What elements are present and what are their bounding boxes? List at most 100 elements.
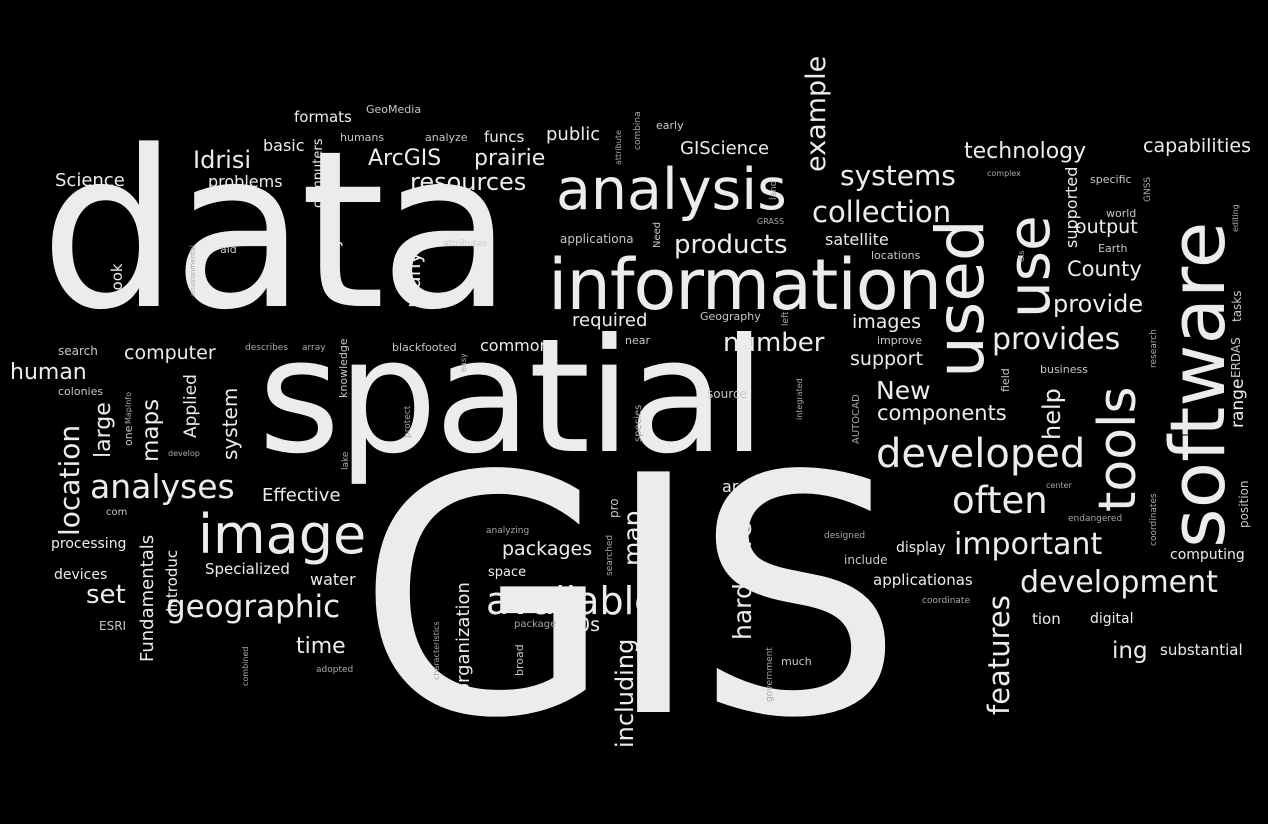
word-applicationas: applicationas xyxy=(873,571,973,589)
word-source: source xyxy=(707,387,747,401)
word-systems: systems xyxy=(840,159,956,192)
word-near: near xyxy=(625,334,651,347)
word-land: land xyxy=(769,180,779,200)
word-complex: complex xyxy=(987,169,1021,178)
word-tasks: tasks xyxy=(1230,290,1244,322)
word-describes: describes xyxy=(245,343,289,353)
word-include: include xyxy=(844,553,888,567)
word-designed: designed xyxy=(824,531,866,541)
word-capabilities: capabilities xyxy=(1143,135,1252,157)
word-need: Need xyxy=(652,221,663,248)
word-attributes: attributes xyxy=(443,239,487,249)
word-specialized: Specialized xyxy=(205,560,290,578)
word-earth: Earth xyxy=(1098,242,1128,255)
word-many: many xyxy=(401,251,425,308)
word-science: Science xyxy=(55,170,125,191)
word-coordinates: coordinates xyxy=(1149,493,1159,546)
word-broad: broad xyxy=(513,644,526,676)
word-available: available xyxy=(486,579,658,623)
word-public: public xyxy=(546,124,601,145)
word-aid: aid xyxy=(220,243,237,256)
word-coordinate: coordinate xyxy=(922,596,971,606)
word-autocad: AUTOCAD xyxy=(851,394,862,444)
word-location: location xyxy=(53,424,86,536)
word-research: research xyxy=(1149,329,1159,368)
word-colonies: colonies xyxy=(58,385,104,398)
word-early: early xyxy=(656,119,684,132)
word-dis: dis xyxy=(1017,250,1026,262)
word-analyze: analyze xyxy=(425,131,468,144)
word-business: business xyxy=(1040,363,1088,376)
word-mapinfo: MapInfo xyxy=(124,391,133,424)
word-effective: Effective xyxy=(262,485,341,506)
word-output: output xyxy=(1075,216,1138,238)
word-combina: combina xyxy=(633,111,643,150)
word-collection: collection xyxy=(812,195,952,229)
word-products: products xyxy=(674,230,788,260)
word-package: package xyxy=(514,619,557,630)
word-analyses: analyses xyxy=(90,467,235,506)
word-develop: develop xyxy=(168,449,200,458)
word-resources: resources xyxy=(410,168,527,196)
word-improve: improve xyxy=(877,334,923,347)
word-computers: computers xyxy=(311,138,326,208)
word-endangered: endangered xyxy=(1068,514,1123,524)
word-technology: technology xyxy=(964,139,1087,164)
word-tion: tion xyxy=(1032,610,1061,628)
word-system: system xyxy=(218,387,242,460)
word-features: features xyxy=(982,595,1016,715)
word-example: example xyxy=(801,55,832,172)
word-packages: packages xyxy=(502,538,593,560)
word-blackfooted: blackfooted xyxy=(392,341,457,354)
word-easy: easy xyxy=(459,353,468,372)
word-esri: ESRI xyxy=(99,619,127,633)
word-arcgis: ArcGIS xyxy=(368,146,442,171)
word-center: center xyxy=(1046,481,1072,490)
word-funcs: funcs xyxy=(484,128,525,146)
word-entry: entry xyxy=(324,237,343,280)
word-satellite: satellite xyxy=(825,230,889,249)
word-tools: tools xyxy=(1088,386,1148,512)
word-gis: GIS xyxy=(357,406,904,790)
word-geography: Geography xyxy=(700,310,761,323)
word-specific: specific xyxy=(1090,173,1132,186)
word-components: components xyxy=(877,401,1007,425)
word-set: set xyxy=(86,580,126,610)
word-attribute: attribute xyxy=(614,130,623,165)
word-geomedia: GeoMedia xyxy=(366,103,422,116)
word-hardware: hardware xyxy=(728,522,757,640)
word-integrated: integrated xyxy=(795,378,804,420)
word-species: species xyxy=(633,404,644,442)
word-computing: computing xyxy=(1170,547,1245,563)
word-one: one xyxy=(122,425,135,446)
word-substantial: substantial xyxy=(1160,641,1243,659)
word-lake: lake xyxy=(341,451,351,470)
word-number: number xyxy=(723,328,825,358)
word-use: use xyxy=(995,215,1063,318)
word-images: images xyxy=(852,311,922,333)
word-government: government xyxy=(765,647,775,702)
word-data: data xyxy=(40,105,513,358)
word-array: array xyxy=(302,343,326,353)
word-applied: Applied xyxy=(181,374,201,438)
word-analyzing: analyzing xyxy=(486,526,530,536)
word-ing: ing xyxy=(1112,638,1148,664)
word-locations: locations xyxy=(871,249,921,262)
word-software: software xyxy=(1153,221,1242,548)
word-analysis: analysis xyxy=(556,157,787,223)
word-human: human xyxy=(10,360,87,385)
word-idrisi: Idrisi xyxy=(193,146,252,174)
word-problems: problems xyxy=(208,172,283,191)
word-humans: humans xyxy=(340,131,385,144)
word-areas: areas xyxy=(722,477,767,496)
word-com: com xyxy=(106,507,128,518)
word-formats: formats xyxy=(294,108,352,126)
word-basic: basic xyxy=(263,136,305,155)
word-new: New xyxy=(876,376,931,405)
word-required: required xyxy=(572,310,648,331)
word-erdas: ERDAS xyxy=(1229,337,1243,378)
word-organization: organization xyxy=(453,582,474,694)
word-digital: digital xyxy=(1090,611,1134,627)
word-spatial: spatial xyxy=(258,305,766,489)
